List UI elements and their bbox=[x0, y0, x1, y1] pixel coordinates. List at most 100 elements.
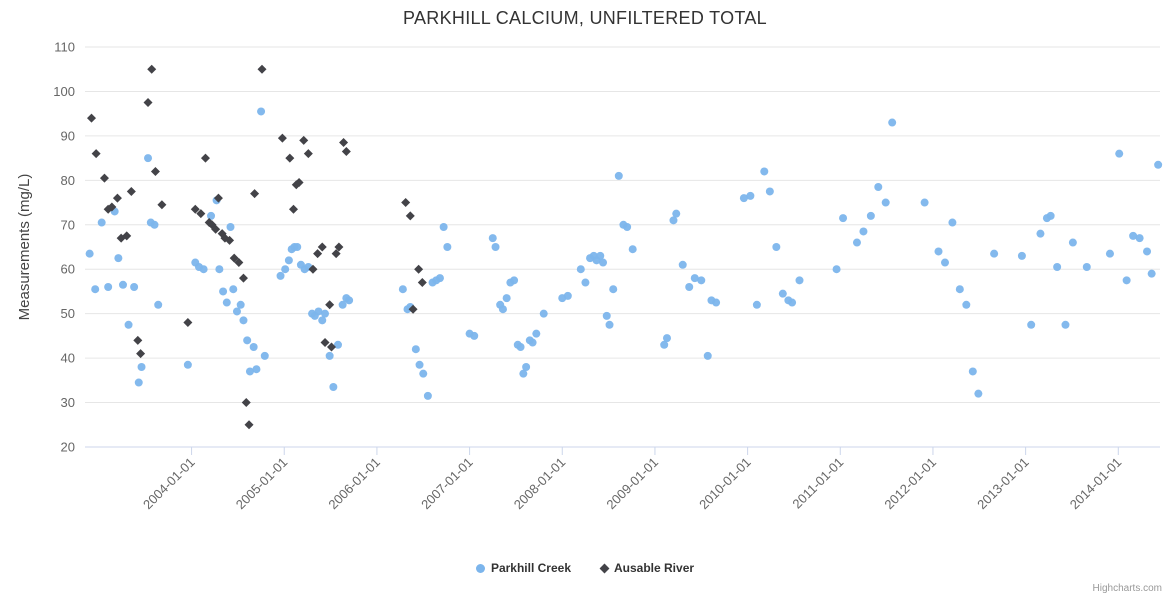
data-point[interactable] bbox=[276, 271, 285, 280]
data-point[interactable] bbox=[226, 223, 235, 231]
data-point[interactable] bbox=[183, 318, 193, 328]
data-point[interactable] bbox=[285, 153, 295, 163]
data-point[interactable] bbox=[1135, 234, 1144, 243]
data-point[interactable] bbox=[293, 243, 302, 251]
data-point[interactable] bbox=[318, 316, 327, 325]
data-point[interactable] bbox=[143, 98, 153, 108]
data-point[interactable] bbox=[1082, 263, 1091, 271]
data-point[interactable] bbox=[86, 113, 96, 123]
data-point[interactable] bbox=[257, 107, 266, 116]
highcharts-credit[interactable]: Highcharts.com bbox=[1092, 583, 1162, 594]
data-point[interactable] bbox=[602, 311, 611, 320]
data-point[interactable] bbox=[294, 178, 304, 188]
data-point[interactable] bbox=[239, 316, 248, 325]
data-point[interactable] bbox=[150, 220, 159, 229]
data-point[interactable] bbox=[563, 291, 572, 300]
data-point[interactable] bbox=[1122, 276, 1131, 285]
data-point[interactable] bbox=[137, 363, 146, 371]
data-point[interactable] bbox=[229, 285, 238, 294]
data-point[interactable] bbox=[419, 369, 428, 378]
data-point[interactable] bbox=[154, 300, 163, 309]
data-point[interactable] bbox=[97, 218, 106, 227]
data-point[interactable] bbox=[874, 183, 883, 191]
data-point[interactable] bbox=[788, 298, 797, 307]
data-point[interactable] bbox=[1036, 229, 1045, 238]
data-point[interactable] bbox=[502, 294, 511, 303]
data-point[interactable] bbox=[599, 258, 608, 267]
data-point[interactable] bbox=[974, 389, 983, 398]
data-point[interactable] bbox=[144, 154, 153, 163]
data-point[interactable] bbox=[257, 64, 267, 74]
data-point[interactable] bbox=[196, 209, 206, 219]
data-point[interactable] bbox=[839, 214, 848, 223]
data-point[interactable] bbox=[234, 258, 244, 268]
data-point[interactable] bbox=[345, 296, 354, 305]
data-point[interactable] bbox=[990, 249, 999, 258]
data-point[interactable] bbox=[236, 300, 245, 309]
data-point[interactable] bbox=[222, 298, 231, 307]
data-point[interactable] bbox=[134, 378, 143, 387]
data-point[interactable] bbox=[941, 258, 949, 267]
data-point[interactable] bbox=[866, 211, 875, 220]
data-point[interactable] bbox=[778, 289, 787, 298]
data-point[interactable] bbox=[245, 367, 254, 376]
data-point[interactable] bbox=[417, 278, 427, 288]
data-point[interactable] bbox=[241, 398, 251, 408]
data-point[interactable] bbox=[528, 338, 537, 347]
data-point[interactable] bbox=[411, 345, 420, 354]
data-point[interactable] bbox=[881, 198, 890, 207]
data-point[interactable] bbox=[405, 211, 415, 221]
data-point[interactable] bbox=[334, 242, 344, 252]
data-point[interactable] bbox=[1061, 320, 1070, 329]
data-point[interactable] bbox=[596, 251, 605, 260]
data-point[interactable] bbox=[1147, 269, 1156, 278]
data-point[interactable] bbox=[519, 369, 528, 378]
legend-item-ausable-river[interactable]: Ausable River bbox=[599, 561, 694, 575]
data-point[interactable] bbox=[1027, 320, 1036, 329]
data-point[interactable] bbox=[678, 260, 687, 269]
data-point[interactable] bbox=[213, 193, 223, 203]
data-point[interactable] bbox=[215, 265, 224, 274]
data-point[interactable] bbox=[281, 265, 290, 274]
data-point[interactable] bbox=[852, 238, 861, 247]
data-point[interactable] bbox=[423, 391, 432, 400]
data-point[interactable] bbox=[962, 300, 971, 309]
data-point[interactable] bbox=[576, 265, 585, 274]
data-point[interactable] bbox=[252, 365, 261, 374]
data-point[interactable] bbox=[1105, 249, 1114, 258]
data-point[interactable] bbox=[219, 287, 228, 296]
data-point[interactable] bbox=[712, 298, 721, 307]
data-point[interactable] bbox=[510, 276, 519, 285]
data-point[interactable] bbox=[104, 283, 113, 291]
data-point[interactable] bbox=[260, 351, 269, 360]
data-point[interactable] bbox=[211, 224, 221, 234]
data-point[interactable] bbox=[313, 249, 323, 259]
data-point[interactable] bbox=[277, 133, 287, 143]
data-point[interactable] bbox=[415, 360, 424, 369]
data-point[interactable] bbox=[539, 309, 548, 318]
data-point[interactable] bbox=[760, 167, 769, 176]
data-point[interactable] bbox=[697, 276, 706, 285]
data-point[interactable] bbox=[147, 64, 157, 74]
data-point[interactable] bbox=[122, 231, 132, 241]
data-point[interactable] bbox=[739, 194, 748, 203]
data-point[interactable] bbox=[660, 340, 669, 349]
data-point[interactable] bbox=[435, 274, 444, 283]
data-point[interactable] bbox=[150, 166, 160, 176]
data-point[interactable] bbox=[243, 336, 252, 345]
data-point[interactable] bbox=[329, 383, 338, 391]
data-point[interactable] bbox=[669, 216, 678, 225]
data-point[interactable] bbox=[443, 243, 452, 251]
data-point[interactable] bbox=[133, 335, 143, 345]
data-point[interactable] bbox=[118, 280, 127, 289]
data-point[interactable] bbox=[948, 218, 957, 227]
data-point[interactable] bbox=[439, 223, 448, 231]
data-point[interactable] bbox=[1129, 231, 1138, 240]
data-point[interactable] bbox=[126, 186, 136, 196]
data-point[interactable] bbox=[249, 343, 258, 351]
data-point[interactable] bbox=[752, 300, 761, 309]
data-point[interactable] bbox=[746, 191, 755, 200]
data-point[interactable] bbox=[772, 243, 781, 251]
data-point[interactable] bbox=[532, 329, 541, 338]
data-point[interactable] bbox=[414, 264, 424, 274]
